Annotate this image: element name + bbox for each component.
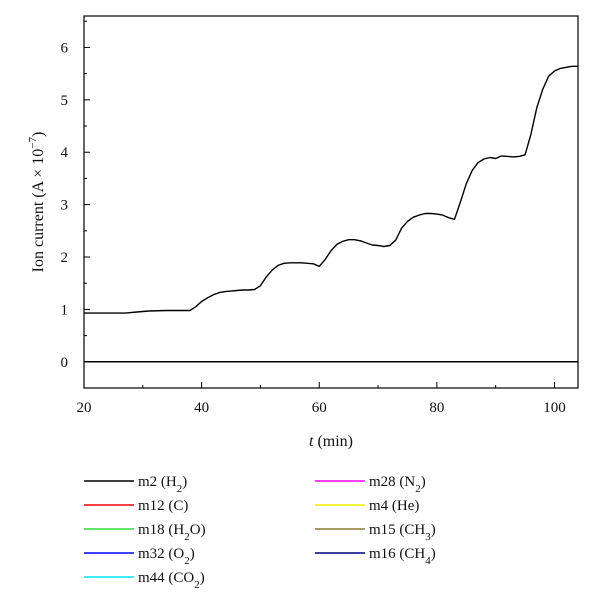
legend-label: m15 (CH3) — [369, 522, 436, 543]
y-axis-title-suffix: ) — [30, 132, 47, 137]
x-tick-label: 100 — [543, 400, 566, 416]
y-axis-exponent: −7 — [27, 136, 39, 148]
y-tick-label: 2 — [61, 250, 69, 266]
y-axis-title-prefix: Ion current (A × 10 — [30, 149, 47, 273]
plot-frame — [83, 15, 579, 389]
y-axis-title: Ion current (A × 10−7) — [27, 132, 47, 273]
x-tick-label: 80 — [429, 400, 444, 416]
x-tick-label: 20 — [77, 400, 92, 416]
legend-label: m18 (H2O) — [138, 522, 206, 543]
series-layer — [84, 65, 578, 363]
x-axis-unit: (min) — [313, 433, 353, 450]
legend-label: m28 (N2) — [369, 474, 426, 495]
legend-label: m2 (H2) — [138, 474, 187, 495]
legend-label: m4 (He) — [369, 498, 419, 514]
legend-label: m16 (CH4) — [369, 546, 436, 567]
x-tick-label: 60 — [312, 400, 327, 416]
y-tick-label: 4 — [61, 145, 69, 161]
x-axis-variable: t — [309, 433, 314, 450]
legend-label: m32 (O2) — [138, 546, 195, 567]
legend: m2 (H2) m12 (C) m18 (H2O) m32 (O2) m44 (CO2)… — [84, 474, 436, 591]
legend-label: m44 (CO2) — [138, 570, 205, 591]
series-line-m2 — [84, 65, 578, 314]
axis-ticks: 20 40 60 80 100 0 1 2 3 4 5 6 — [61, 20, 566, 416]
y-tick-label: 3 — [61, 198, 69, 214]
x-axis-title: t (min) — [309, 433, 353, 450]
y-tick-label: 5 — [61, 93, 69, 109]
x-tick-label: 40 — [194, 400, 209, 416]
y-tick-label: 1 — [61, 302, 69, 318]
y-tick-label: 6 — [61, 40, 69, 56]
y-tick-label: 0 — [61, 355, 69, 371]
legend-label: m12 (C) — [138, 498, 188, 514]
